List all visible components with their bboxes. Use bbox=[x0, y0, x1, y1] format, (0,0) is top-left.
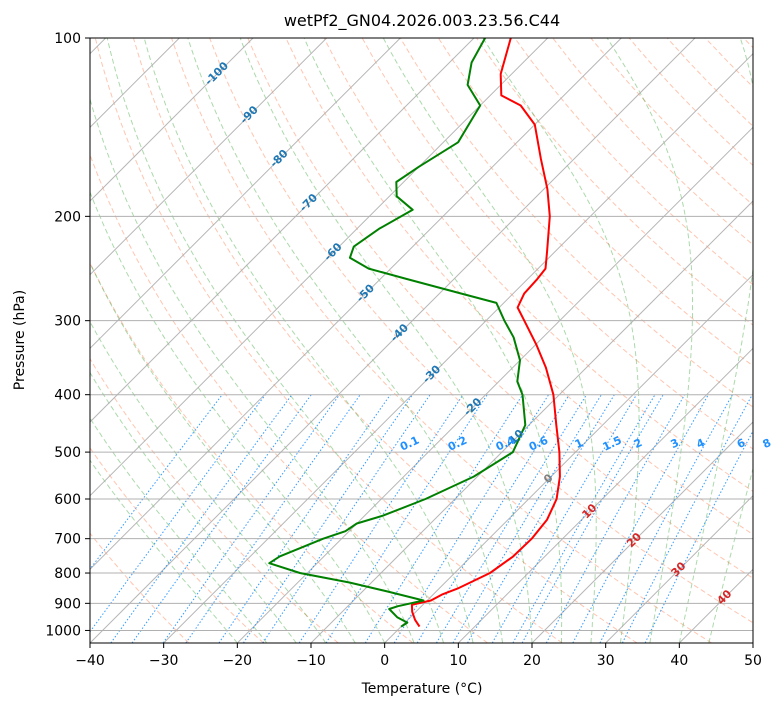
x-tick-label: 30 bbox=[597, 653, 615, 669]
mixing-ratio-line bbox=[545, 394, 686, 643]
mixing-ratio-line bbox=[262, 394, 431, 643]
isotherm-line bbox=[90, 38, 696, 643]
mixing-ratio-line bbox=[491, 394, 637, 643]
x-axis-label: Temperature (°C) bbox=[361, 681, 483, 697]
temperature-line bbox=[410, 38, 561, 628]
x-tick-label: 20 bbox=[523, 653, 541, 669]
y-tick-label: 300 bbox=[54, 314, 81, 330]
moist-adiabat-line bbox=[90, 190, 386, 643]
y-tick-label: 500 bbox=[54, 445, 81, 461]
mixing-ratio-line bbox=[599, 394, 733, 643]
isotherm-line bbox=[310, 200, 753, 643]
moist-adiabat-line bbox=[187, 38, 503, 643]
y-tick-label: 1000 bbox=[45, 623, 81, 639]
y-tick-label: 900 bbox=[54, 596, 81, 612]
y-tick-label: 100 bbox=[54, 31, 81, 47]
dry-adiabat-line bbox=[247, 38, 753, 579]
mixing-ratio-line bbox=[325, 394, 488, 643]
dry-adiabat-line bbox=[171, 38, 712, 643]
chart-title: wetPf2_GN04.2026.003.23.56.C44 bbox=[284, 11, 560, 31]
isotherm-line bbox=[384, 273, 753, 643]
isotherm-line bbox=[236, 126, 753, 643]
mixing-ratio-line bbox=[162, 394, 340, 643]
mixing-ratio-line bbox=[572, 394, 709, 643]
moist-adiabat-line bbox=[90, 320, 327, 643]
dry-adiabat-line bbox=[514, 38, 753, 286]
x-tick-label: 50 bbox=[744, 653, 762, 669]
x-tick-label: −30 bbox=[149, 653, 179, 669]
dry-adiabat-line bbox=[209, 38, 753, 624]
isotherm-line bbox=[90, 38, 254, 202]
mixing-ratio-line bbox=[452, 394, 602, 643]
mixing-ratio-line bbox=[512, 394, 656, 643]
x-tick-label: 40 bbox=[670, 653, 688, 669]
x-tick-label: −40 bbox=[75, 653, 105, 669]
mixing-ratio-line bbox=[644, 429, 753, 643]
isotherm-line bbox=[457, 347, 753, 643]
dry-adiabat-line bbox=[323, 38, 753, 492]
moist-adiabat-line bbox=[90, 417, 268, 643]
dry-adiabat-line bbox=[90, 153, 488, 643]
x-tick-label: 10 bbox=[449, 653, 467, 669]
dry-adiabat-line bbox=[90, 532, 190, 643]
isotherm-line bbox=[90, 38, 328, 276]
moist-adiabat-line bbox=[90, 459, 238, 643]
y-axis: 100 200 300 400 500 600 700 800 900 1000 bbox=[45, 31, 90, 639]
x-axis: −40 −30 −20 −10 0 10 20 30 40 50 bbox=[75, 643, 762, 669]
moist-adiabat-line bbox=[90, 261, 356, 643]
moist-adiabat-line bbox=[606, 38, 693, 643]
mixing-ratio-line bbox=[242, 394, 413, 643]
x-tick-label: −10 bbox=[296, 653, 326, 669]
moist-adiabat-line bbox=[303, 38, 563, 643]
dry-adiabat-line bbox=[399, 38, 753, 408]
plot-frame bbox=[89, 37, 754, 644]
y-tick-label: 200 bbox=[54, 209, 81, 225]
mixing-ratio-line bbox=[393, 394, 550, 643]
moist-adiabat-line bbox=[678, 38, 753, 643]
background-lines bbox=[90, 38, 753, 643]
dry-adiabat-line bbox=[90, 357, 339, 643]
mixing-ratio-line bbox=[364, 394, 524, 643]
isotherm-line bbox=[90, 38, 549, 497]
isotherm-line bbox=[90, 38, 475, 423]
mixing-ratio-line bbox=[185, 394, 361, 643]
y-tick-label: 700 bbox=[54, 532, 81, 548]
mixing-ratio-line bbox=[467, 394, 615, 643]
dry-adiabat-line bbox=[94, 38, 563, 643]
mixing-ratio-line bbox=[90, 394, 266, 633]
isotherm-line bbox=[90, 38, 622, 571]
dry-adiabat-line bbox=[361, 38, 753, 450]
mixing-ratio-line bbox=[521, 394, 664, 643]
dry-adiabat-line bbox=[90, 447, 264, 643]
dry-adiabat-line bbox=[285, 38, 753, 536]
moist-adiabat-line bbox=[143, 38, 474, 643]
y-axis-label: Pressure (hPa) bbox=[12, 290, 28, 390]
y-tick-label: 600 bbox=[54, 492, 81, 508]
dry-adiabat-line bbox=[437, 38, 753, 367]
y-tick-label: 400 bbox=[54, 388, 81, 404]
x-tick-label: −20 bbox=[223, 653, 253, 669]
mixing-ratio-line bbox=[90, 394, 223, 570]
moist-adiabat-line bbox=[482, 38, 640, 643]
y-tick-label: 800 bbox=[54, 566, 81, 582]
x-tick-label: 0 bbox=[380, 653, 389, 669]
isotherm-line bbox=[605, 494, 753, 643]
moist-adiabat-line bbox=[382, 38, 597, 643]
moist-adiabat-line bbox=[239, 38, 533, 643]
moist-adiabat-line bbox=[708, 466, 753, 643]
mixing-ratio-line bbox=[435, 394, 587, 643]
isotherm-line bbox=[531, 421, 753, 643]
dry-adiabat-line bbox=[132, 38, 638, 643]
isotherm-line bbox=[90, 38, 401, 350]
mixing-ratio-line bbox=[621, 394, 753, 643]
sounding-series bbox=[268, 38, 561, 628]
mixing-ratio-line bbox=[416, 394, 570, 643]
dewpoint-line bbox=[268, 38, 527, 628]
isotherm-line bbox=[163, 52, 753, 643]
